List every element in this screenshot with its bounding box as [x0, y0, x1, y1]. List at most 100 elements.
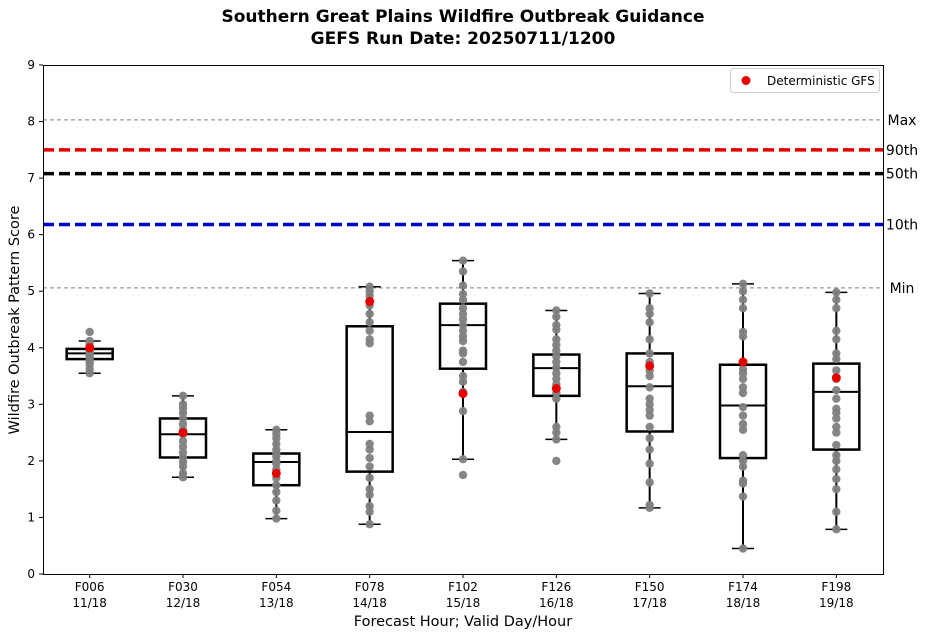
- member-point-f198-9: [832, 422, 841, 432]
- member-point-f054-0: [272, 514, 281, 523]
- y-tick-label-1: 1: [27, 510, 35, 524]
- member-point-f150-3: [645, 459, 654, 468]
- member-point-f126-1: [552, 435, 561, 444]
- member-point-f102-17: [458, 289, 468, 299]
- member-point-f150-6: [645, 422, 654, 432]
- member-point-f174-9: [738, 411, 748, 420]
- member-point-f054-3: [272, 487, 281, 497]
- member-point-f102-1: [458, 454, 468, 464]
- ref-label-min: Min: [890, 281, 915, 297]
- x-tick-label-hour-f198: F198: [821, 580, 851, 594]
- member-point-f006-14: [85, 336, 94, 346]
- legend: Deterministic GFS: [730, 68, 880, 93]
- y-tick-label-7: 7: [27, 171, 35, 185]
- member-point-f150-15: [645, 349, 654, 358]
- member-point-f198-12: [832, 404, 841, 414]
- x-tick-label-valid-f126: 16/18: [539, 596, 574, 610]
- member-point-f054-4: [272, 481, 281, 490]
- x-tick-label-hour-f006: F006: [75, 580, 105, 594]
- member-point-f078-6: [365, 462, 374, 471]
- x-tick-label-valid-f006: 11/18: [72, 596, 107, 610]
- x-tick-label-hour-f126: F126: [541, 580, 571, 594]
- legend-frame: [730, 68, 880, 93]
- member-point-f078-15: [365, 318, 374, 327]
- gfs-point-f054: [271, 468, 281, 478]
- gfs-point-f078: [365, 296, 375, 306]
- member-point-f174-15: [738, 365, 748, 374]
- x-tick-label-valid-f054: 13/18: [259, 596, 294, 610]
- member-point-f198-23: [832, 288, 841, 297]
- member-point-f150-1: [645, 500, 654, 510]
- gfs-point-f174: [738, 357, 748, 367]
- member-point-f174-6: [738, 451, 748, 460]
- member-point-f174-1: [738, 492, 748, 501]
- member-point-f078-16: [365, 309, 374, 319]
- member-points: [85, 256, 841, 553]
- member-point-f102-8: [458, 346, 468, 355]
- member-point-f198-16: [832, 366, 841, 375]
- member-point-f198-6: [832, 451, 841, 460]
- member-point-f150-2: [645, 478, 654, 487]
- y-axis-ticks: 0 1 2 3 4 5 6 7 8 9: [27, 58, 43, 581]
- member-point-f102-20: [458, 256, 468, 265]
- member-point-f198-20: [832, 326, 841, 336]
- member-point-f174-17: [738, 327, 748, 337]
- legend-label-deterministic-gfs: Deterministic GFS: [767, 74, 875, 88]
- x-tick-label-valid-f102: 15/18: [446, 596, 481, 610]
- x-tick-label-valid-f030: 12/18: [166, 596, 201, 610]
- y-axis-label: Wildfire Outbreak Pattern Score: [7, 205, 23, 434]
- member-point-f198-22: [832, 295, 841, 304]
- member-point-f006-15: [85, 327, 94, 337]
- member-point-f174-18: [738, 303, 748, 313]
- member-point-f078-5: [365, 473, 374, 483]
- chart-title: Southern Great Plains Wildfire Outbreak …: [222, 7, 705, 27]
- member-point-f150-17: [645, 318, 654, 327]
- member-point-f198-4: [832, 465, 841, 474]
- x-tick-label-hour-f078: F078: [355, 580, 385, 594]
- member-point-f102-5: [458, 371, 468, 381]
- x-tick-label-hour-f030: F030: [168, 580, 198, 594]
- x-tick-label-valid-f198: 19/18: [819, 596, 854, 610]
- member-point-f078-13: [365, 335, 374, 344]
- member-point-f030-15: [178, 391, 188, 401]
- member-point-f174-19: [738, 295, 748, 304]
- member-point-f150-5: [645, 434, 654, 443]
- y-tick-label-5: 5: [27, 284, 35, 298]
- member-point-f174-20: [738, 287, 748, 296]
- member-point-f078-0: [365, 520, 374, 529]
- member-point-f150-11: [645, 383, 654, 392]
- member-point-f054-15: [272, 425, 281, 434]
- gfs-point-f126: [551, 383, 561, 393]
- member-point-f078-11: [365, 411, 374, 420]
- member-point-f126-3: [552, 422, 561, 432]
- member-point-f174-8: [738, 419, 748, 429]
- gfs-point-f150: [645, 361, 655, 371]
- gfs-points: [85, 296, 841, 478]
- x-tick-label-hour-f150: F150: [635, 580, 665, 594]
- member-point-f174-12: [738, 383, 748, 392]
- member-point-f198-3: [832, 474, 841, 484]
- member-point-f102-19: [458, 267, 468, 276]
- member-point-f198-19: [832, 335, 841, 344]
- member-point-f150-4: [645, 445, 654, 454]
- member-point-f126-14: [552, 335, 561, 344]
- legend-marker-deterministic-gfs: [741, 76, 751, 85]
- x-tick-label-valid-f174: 18/18: [726, 596, 761, 610]
- member-point-f102-6: [458, 357, 468, 367]
- member-point-f150-16: [645, 335, 654, 344]
- member-point-f054-1: [272, 506, 281, 515]
- member-point-f030-1: [178, 469, 188, 478]
- member-point-f150-20: [645, 289, 654, 298]
- member-point-f174-10: [738, 402, 748, 412]
- chart-subtitle: GEFS Run Date: 20250711/1200: [311, 29, 616, 49]
- y-tick-label-2: 2: [27, 454, 35, 468]
- member-point-f126-16: [552, 320, 561, 330]
- ref-label-50th: 50th: [886, 167, 918, 183]
- member-point-f198-0: [832, 525, 841, 534]
- member-point-f030-7: [178, 436, 188, 446]
- x-axis-label: Forecast Hour; Valid Day/Hour: [354, 614, 572, 630]
- x-tick-label-valid-f078: 14/18: [352, 596, 387, 610]
- member-point-f198-13: [832, 394, 841, 403]
